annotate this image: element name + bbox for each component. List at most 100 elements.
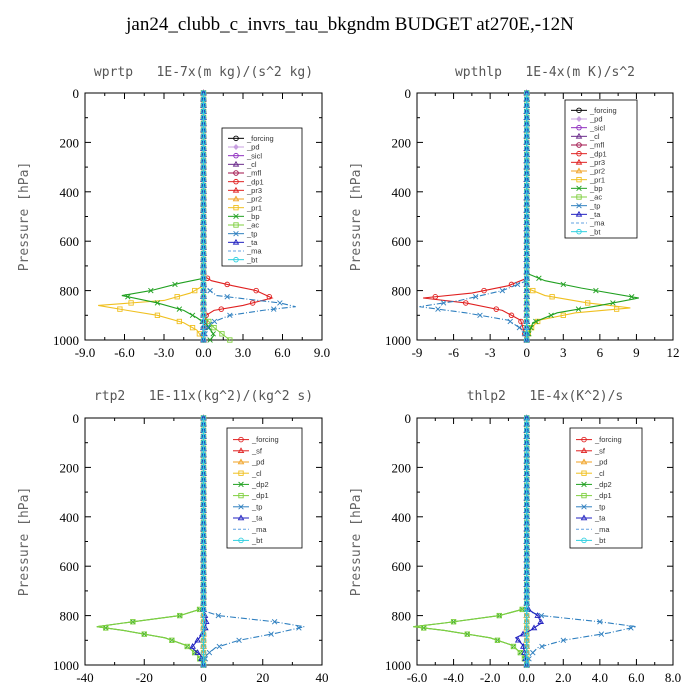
- legend-marker: [576, 202, 582, 209]
- legend-marker: [233, 230, 239, 237]
- series-marker: [560, 637, 567, 644]
- series-marker: [216, 643, 223, 650]
- series-marker: [523, 263, 530, 269]
- legend-label: _cl: [589, 132, 600, 141]
- series-marker: [200, 588, 207, 594]
- series-marker: [200, 612, 207, 619]
- series-marker: [200, 244, 207, 251]
- series-marker: [613, 306, 620, 312]
- legend-marker: [232, 238, 240, 245]
- series-marker: [169, 637, 175, 643]
- series-marker: [236, 637, 242, 644]
- series-marker: [200, 189, 207, 195]
- y-tick-label: 800: [60, 284, 80, 299]
- series-marker: [421, 625, 427, 631]
- series-marker: [523, 619, 530, 625]
- series-marker: [253, 287, 259, 294]
- legend-label: _ma: [251, 525, 267, 534]
- x-tick-label: -20: [136, 670, 153, 685]
- series-marker: [523, 544, 530, 551]
- series-marker: [266, 294, 273, 300]
- legend-marker: [233, 135, 239, 142]
- series-marker: [211, 325, 217, 331]
- legend-marker: [576, 142, 582, 148]
- series-marker: [200, 656, 207, 662]
- series-marker: [194, 649, 201, 655]
- series-marker: [200, 551, 207, 557]
- series-marker: [523, 452, 530, 458]
- series-marker: [200, 114, 207, 121]
- series-marker: [530, 624, 538, 631]
- series-marker: [472, 294, 479, 300]
- series-marker: [206, 318, 212, 325]
- series-bt: [523, 90, 530, 343]
- series-marker: [523, 514, 530, 520]
- series-marker: [200, 452, 207, 458]
- series-marker: [537, 618, 545, 625]
- series-marker: [200, 606, 207, 613]
- legend-label: _tp: [246, 229, 257, 238]
- legend-label: _cl: [251, 469, 262, 478]
- legend-marker: [232, 195, 240, 202]
- series-marker: [277, 300, 283, 306]
- series-marker: [523, 287, 530, 294]
- series-marker: [560, 281, 567, 288]
- series-marker: [200, 90, 207, 96]
- series-marker: [523, 464, 530, 471]
- legend-marker: [233, 152, 239, 159]
- series-marker: [523, 526, 530, 532]
- x-tick-label: 2.0: [555, 670, 571, 685]
- series-marker: [268, 631, 274, 637]
- legend-marker: [576, 124, 582, 131]
- series-marker: [523, 446, 530, 452]
- y-tick-label: 200: [392, 460, 412, 475]
- series-marker: [523, 114, 530, 121]
- series-marker: [249, 300, 256, 306]
- series-marker: [200, 182, 207, 189]
- legend-label: _pr3: [246, 186, 262, 195]
- series-marker: [523, 151, 530, 158]
- legend-label: _ta: [251, 514, 263, 523]
- y-tick-label: 1000: [53, 658, 79, 673]
- series-marker: [200, 219, 207, 226]
- series-marker: [628, 294, 635, 300]
- series-marker: [523, 588, 530, 594]
- series-marker: [174, 294, 180, 300]
- series-line: [96, 418, 205, 666]
- series-marker: [523, 337, 530, 343]
- legend-marker: [581, 492, 587, 499]
- legend-marker: [238, 481, 244, 488]
- x-tick-label: 6.0: [274, 345, 290, 360]
- series-marker: [523, 96, 530, 102]
- series-marker: [200, 306, 207, 312]
- series-marker: [125, 294, 131, 300]
- x-tick-label: -6.0: [114, 345, 135, 360]
- legend-marker: [581, 504, 587, 510]
- x-tick-label: -4.0: [443, 670, 464, 685]
- x-tick-label: 9: [633, 345, 640, 360]
- series-dp1: [413, 415, 530, 668]
- series-line: [413, 418, 528, 666]
- series-marker: [523, 631, 530, 637]
- x-tick-label: -9: [412, 345, 423, 360]
- x-tick-label: 4.0: [592, 670, 608, 685]
- series-marker: [523, 158, 530, 164]
- x-tick-label: 40: [316, 670, 329, 685]
- series-marker: [523, 470, 530, 477]
- legend-label: _ma: [246, 247, 262, 256]
- series-marker: [435, 306, 441, 312]
- series-marker: [177, 612, 183, 619]
- series-marker: [200, 477, 207, 483]
- series-marker: [210, 331, 216, 337]
- series-marker: [477, 312, 483, 319]
- series-marker: [516, 324, 523, 331]
- series-marker: [200, 464, 207, 471]
- series-marker: [200, 102, 207, 109]
- series-marker: [206, 649, 213, 656]
- legend-marker: [233, 205, 239, 211]
- series-marker: [207, 287, 213, 294]
- series-marker: [450, 619, 457, 625]
- series-marker: [523, 127, 530, 133]
- series-marker: [215, 612, 222, 619]
- legend-marker: [575, 132, 583, 139]
